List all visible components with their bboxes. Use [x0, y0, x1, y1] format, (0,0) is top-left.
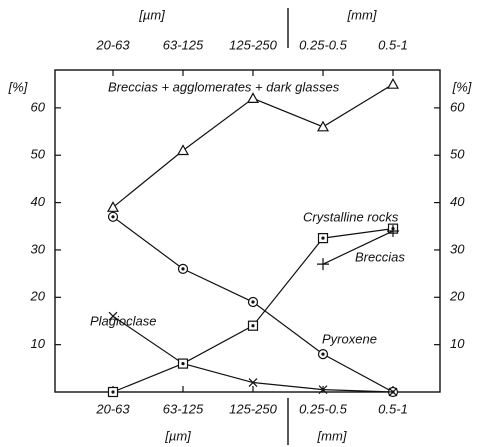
series-line	[112, 228, 394, 393]
y2-tick-label: 10	[450, 336, 465, 351]
x-tick-label-top: 20-63	[95, 37, 130, 52]
marker	[317, 233, 329, 244]
series-label: Breccias + agglomerates + dark glasses	[108, 79, 340, 94]
marker	[317, 349, 329, 360]
top-unit: [µm]	[138, 7, 165, 22]
series-label: Crystalline rocks	[303, 209, 399, 224]
marker	[316, 120, 330, 132]
y-tick-label: 30	[31, 241, 46, 256]
y-tick-label: 50	[31, 147, 46, 162]
series-label: Plagioclase	[90, 313, 157, 328]
y2-axis-label: [%]	[452, 79, 472, 94]
y-tick-label: 60	[31, 99, 46, 114]
top-unit: [mm]	[347, 7, 377, 22]
marker	[386, 77, 400, 89]
marker	[388, 387, 398, 397]
y2-tick-label: 50	[450, 147, 465, 162]
y2-tick-label: 30	[450, 241, 465, 256]
y-axis-label: [%]	[8, 79, 28, 94]
marker	[177, 263, 189, 274]
bottom-unit: [µm]	[164, 428, 191, 443]
x-tick-label-bottom: 0.5-1	[378, 401, 408, 416]
y2-tick-label: 60	[450, 99, 465, 114]
x-tick-label-bottom: 20-63	[95, 401, 130, 416]
marker	[108, 311, 118, 321]
bottom-unit: [mm]	[317, 428, 347, 443]
x-tick-label-top: 0.5-1	[378, 37, 408, 52]
y2-tick-label: 40	[450, 194, 465, 209]
x-tick-label-top: 0.25-0.5	[299, 37, 347, 52]
marker	[106, 201, 120, 212]
plot-frame	[54, 69, 441, 393]
y-tick-label: 20	[30, 289, 46, 304]
marker	[247, 296, 259, 308]
series-label: Pyroxene	[322, 331, 377, 346]
marker	[387, 225, 399, 237]
y2-tick-label: 20	[449, 289, 465, 304]
x-tick-label-bottom: 0.25-0.5	[299, 401, 347, 416]
x-tick-label-bottom: 63-125	[163, 401, 204, 416]
x-tick-label-top: 125-250	[229, 37, 277, 52]
series-line	[322, 230, 394, 265]
marker	[176, 144, 190, 156]
marker	[107, 386, 119, 398]
series-label: Breccias	[355, 249, 405, 264]
y-tick-label: 40	[31, 194, 46, 209]
x-tick-label-top: 63-125	[163, 37, 204, 52]
marker	[248, 378, 258, 387]
marker	[246, 92, 260, 104]
x-tick-label-bottom: 125-250	[229, 401, 277, 416]
y-tick-label: 10	[31, 336, 46, 351]
marker	[107, 211, 119, 222]
marker	[318, 385, 328, 395]
marker	[177, 358, 189, 369]
marker	[247, 320, 259, 331]
marker	[317, 258, 329, 271]
